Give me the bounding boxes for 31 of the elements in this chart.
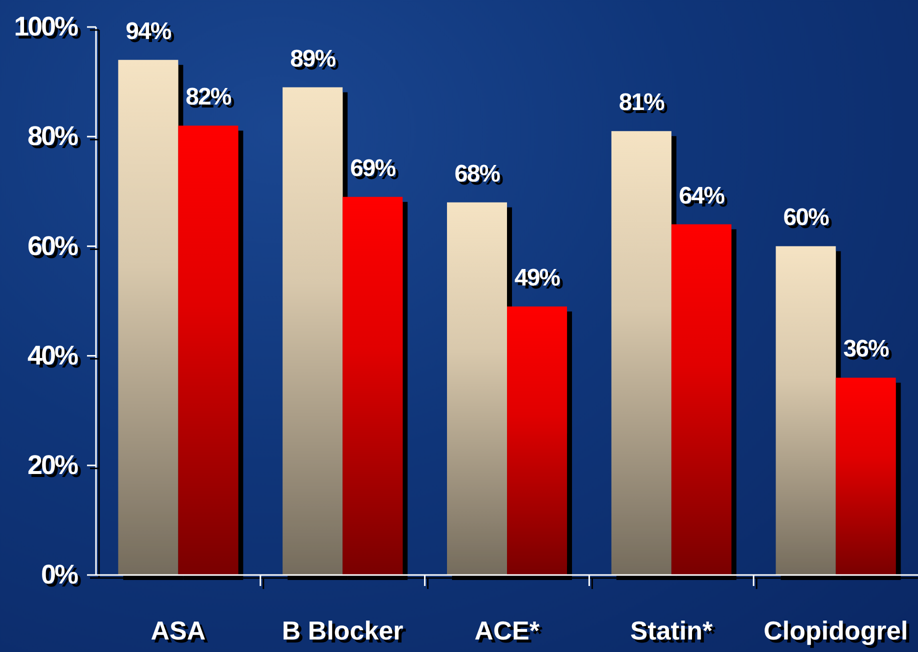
data-label: 60% (783, 204, 829, 232)
x-tick-label: ACE* (474, 615, 540, 646)
bar (776, 246, 836, 575)
x-tick-label: ASA (150, 615, 206, 646)
bar (446, 202, 507, 575)
y-tick-label: 60% (27, 230, 78, 261)
data-label: 36% (843, 336, 889, 363)
data-label: 49% (514, 264, 560, 292)
x-tick-label: Clopidogrel (764, 615, 908, 646)
bar (282, 87, 343, 575)
data-label: 64% (678, 182, 725, 210)
x-tick-label: B Blocker (282, 615, 404, 646)
bar (836, 378, 896, 575)
bar (611, 131, 672, 575)
data-label: 69% (350, 154, 396, 182)
data-label: 94% (126, 18, 172, 45)
bar (118, 60, 178, 575)
bar (507, 306, 568, 575)
data-label: 82% (186, 84, 232, 111)
y-tick-label: 80% (27, 121, 78, 152)
y-tick-label: 40% (27, 340, 78, 370)
y-tick-label: 0% (40, 560, 78, 590)
y-tick-label: 20% (27, 450, 78, 480)
bar (671, 224, 732, 575)
bar (342, 196, 403, 575)
data-label: 68% (454, 160, 500, 188)
data-label: 81% (618, 89, 665, 116)
data-label: 89% (290, 45, 336, 72)
x-tick-label: Statin* (630, 615, 714, 646)
y-tick-label: 100% (14, 12, 78, 42)
bar (178, 126, 238, 575)
